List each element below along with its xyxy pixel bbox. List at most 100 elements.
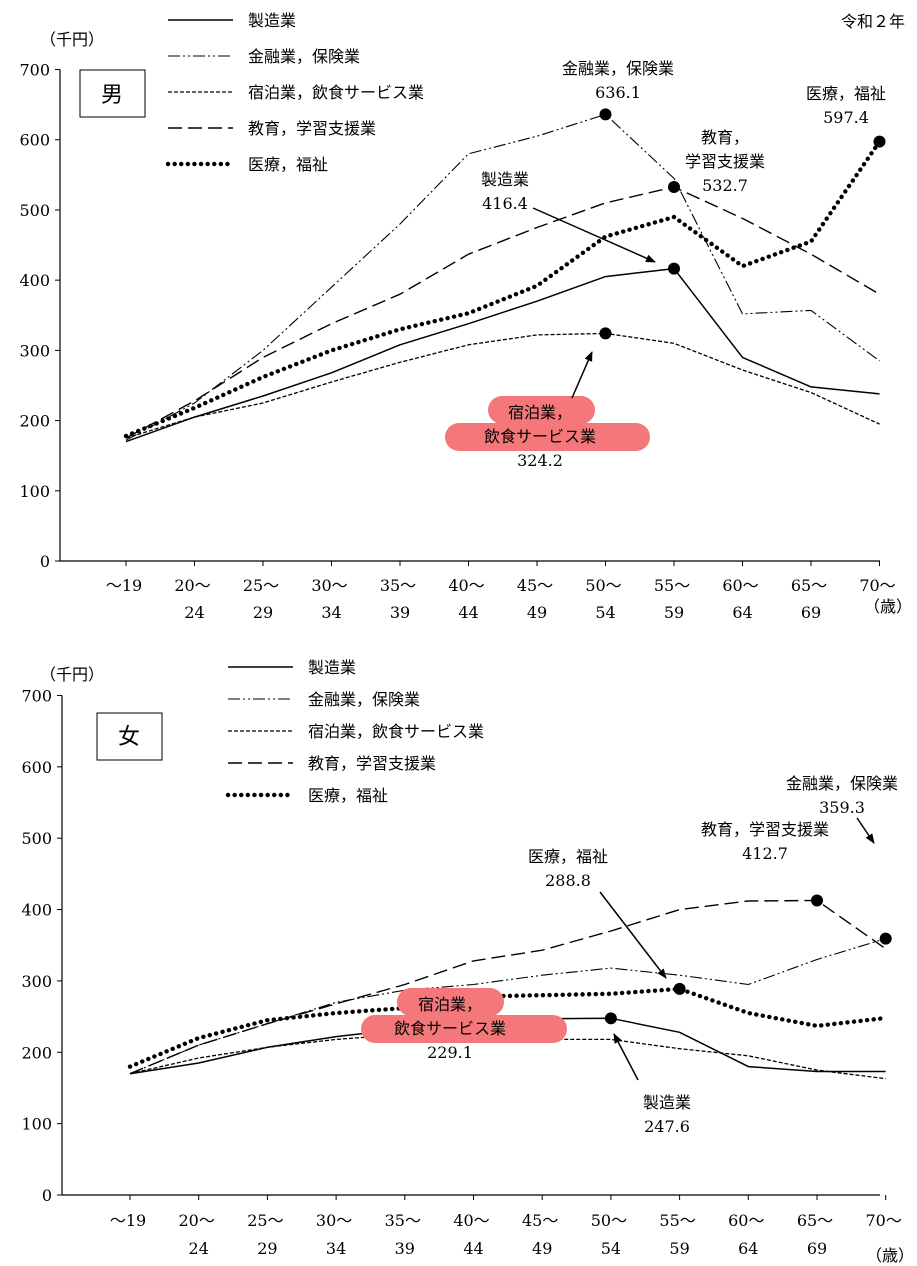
legend-label: 教育，学習支援業 (248, 119, 376, 138)
x-tick-label: 54 (595, 603, 615, 622)
x-tick-label: 20～ (179, 1211, 215, 1230)
x-tick-label: ～19 (106, 576, 142, 595)
legend-label: 金融業，保険業 (308, 690, 420, 709)
x-tick-label: 65～ (791, 576, 827, 595)
y-tick-label: 600 (21, 758, 52, 777)
annotation-text: 247.6 (644, 1117, 690, 1136)
y-tick-label: 600 (19, 131, 50, 150)
y-tick-label: 300 (19, 341, 50, 360)
chart-panel-male: 0 100 200 300 400 500 600 700 ～19 20～ 24 25～ 29 30～ 34… (19, 11, 912, 622)
annotation-text: 学習支援業 (685, 152, 765, 171)
series-line (127, 986, 888, 1069)
annotation-text: 教育， (701, 128, 749, 147)
series-line (123, 139, 882, 439)
x-tick-label: 40～ (448, 576, 484, 595)
highlight-point (599, 108, 612, 121)
annotation-highlight (488, 396, 595, 424)
y-tick-label: 100 (21, 1115, 52, 1134)
y-tick-label: 200 (19, 412, 50, 431)
annotation-highlight (397, 988, 504, 1016)
x-tick-label: 49 (532, 1239, 552, 1258)
annotation-highlight (361, 1015, 567, 1043)
annotation-text: 416.4 (482, 194, 528, 213)
y-tick-label: 400 (21, 901, 52, 920)
x-tick-label: 69 (801, 603, 821, 622)
x-tick-label: 29 (253, 603, 273, 622)
x-tick-label: 59 (669, 1239, 689, 1258)
y-tick-label: 700 (19, 61, 50, 80)
x-tick-label: 39 (390, 603, 410, 622)
x-tick-label: 34 (321, 603, 341, 622)
y-tick-label: 200 (21, 1043, 52, 1062)
y-tick-label: 300 (21, 972, 52, 991)
series-line (125, 113, 880, 441)
x-tick-label: 25～ (243, 576, 279, 595)
x-tick-label: 24 (189, 1239, 209, 1258)
annotation-text: 医療，福祉 (528, 847, 608, 866)
y-tick-label: 0 (42, 1186, 52, 1205)
annotation-text: 359.3 (819, 798, 865, 817)
highlight-point (668, 180, 680, 193)
annotation-arrow (613, 1033, 639, 1081)
legend-label: 宿泊業，飲食サービス業 (248, 83, 424, 102)
x-tick-label: 44 (458, 603, 478, 622)
highlight-point (873, 135, 886, 148)
annotation-arrow (532, 207, 656, 263)
panel-label-box (79, 69, 146, 118)
annotation-text: 324.2 (517, 451, 563, 470)
x-tick-label: 40～ (453, 1211, 489, 1230)
highlight-point (599, 327, 612, 340)
x-tick-label: 30～ (311, 576, 347, 595)
legend-label: 宿泊業，飲食サービス業 (308, 722, 484, 741)
y-tick-label: 500 (21, 829, 52, 848)
x-tick-label: 35～ (380, 576, 416, 595)
y-tick-label: 500 (19, 201, 50, 220)
annotation-text: 医療，福祉 (806, 84, 886, 103)
x-tick-label: 35～ (385, 1211, 421, 1230)
annotation-text: 宿泊業， (418, 995, 482, 1014)
series-line (129, 938, 886, 1075)
x-tick-label: 20～ (174, 576, 210, 595)
panel-label: 女 (118, 725, 140, 750)
x-axis-unit: （歳） (864, 597, 912, 616)
x-tick-label: 55～ (654, 576, 690, 595)
annotation-text: 597.4 (823, 108, 869, 127)
x-tick-label: 59 (664, 603, 684, 622)
x-tick-label: 64 (738, 1239, 758, 1258)
annotation-text: 金融業，保険業 (562, 59, 674, 78)
y-axis-unit: （千円） (40, 30, 104, 49)
x-tick-label: 24 (184, 603, 204, 622)
highlight-point (604, 1012, 617, 1025)
y-tick-label: 100 (19, 482, 50, 501)
x-tick-label: 44 (463, 1239, 483, 1258)
highlight-point (811, 894, 823, 907)
legend-label: 教育，学習支援業 (308, 754, 436, 773)
x-tick-label: 39 (395, 1239, 415, 1258)
series-line (125, 186, 880, 439)
annotation-text: 飲食サービス業 (484, 427, 596, 446)
legend-label: 医療，福祉 (248, 155, 328, 174)
date-note: 令和２年 (841, 12, 905, 31)
annotation-arrow (571, 351, 593, 399)
series-line (129, 899, 887, 1075)
x-axis-unit: （歳） (866, 1246, 914, 1265)
series-line (125, 267, 880, 443)
y-axis-unit: （千円） (40, 665, 104, 684)
y-tick-label: 0 (40, 552, 50, 571)
x-tick-label: 50～ (591, 1211, 627, 1230)
x-tick-label: 69 (807, 1239, 827, 1258)
x-tick-label: 50～ (585, 576, 621, 595)
annotation-text: 532.7 (702, 176, 748, 195)
annotation-text: 飲食サービス業 (394, 1019, 506, 1038)
panel-label: 男 (101, 83, 123, 108)
annotation-text: 636.1 (595, 83, 641, 102)
x-tick-label: 54 (601, 1239, 621, 1258)
chart-panel-female: 0 100 200 300 400 500 600 700 ～19 20～ 24 25～ 29 30～ 34… (21, 658, 914, 1265)
series-line (125, 332, 880, 439)
legend-label: 製造業 (248, 11, 296, 30)
annotation-text: 288.8 (545, 871, 591, 890)
panel-label-box (96, 712, 163, 761)
highlight-point (668, 262, 680, 275)
